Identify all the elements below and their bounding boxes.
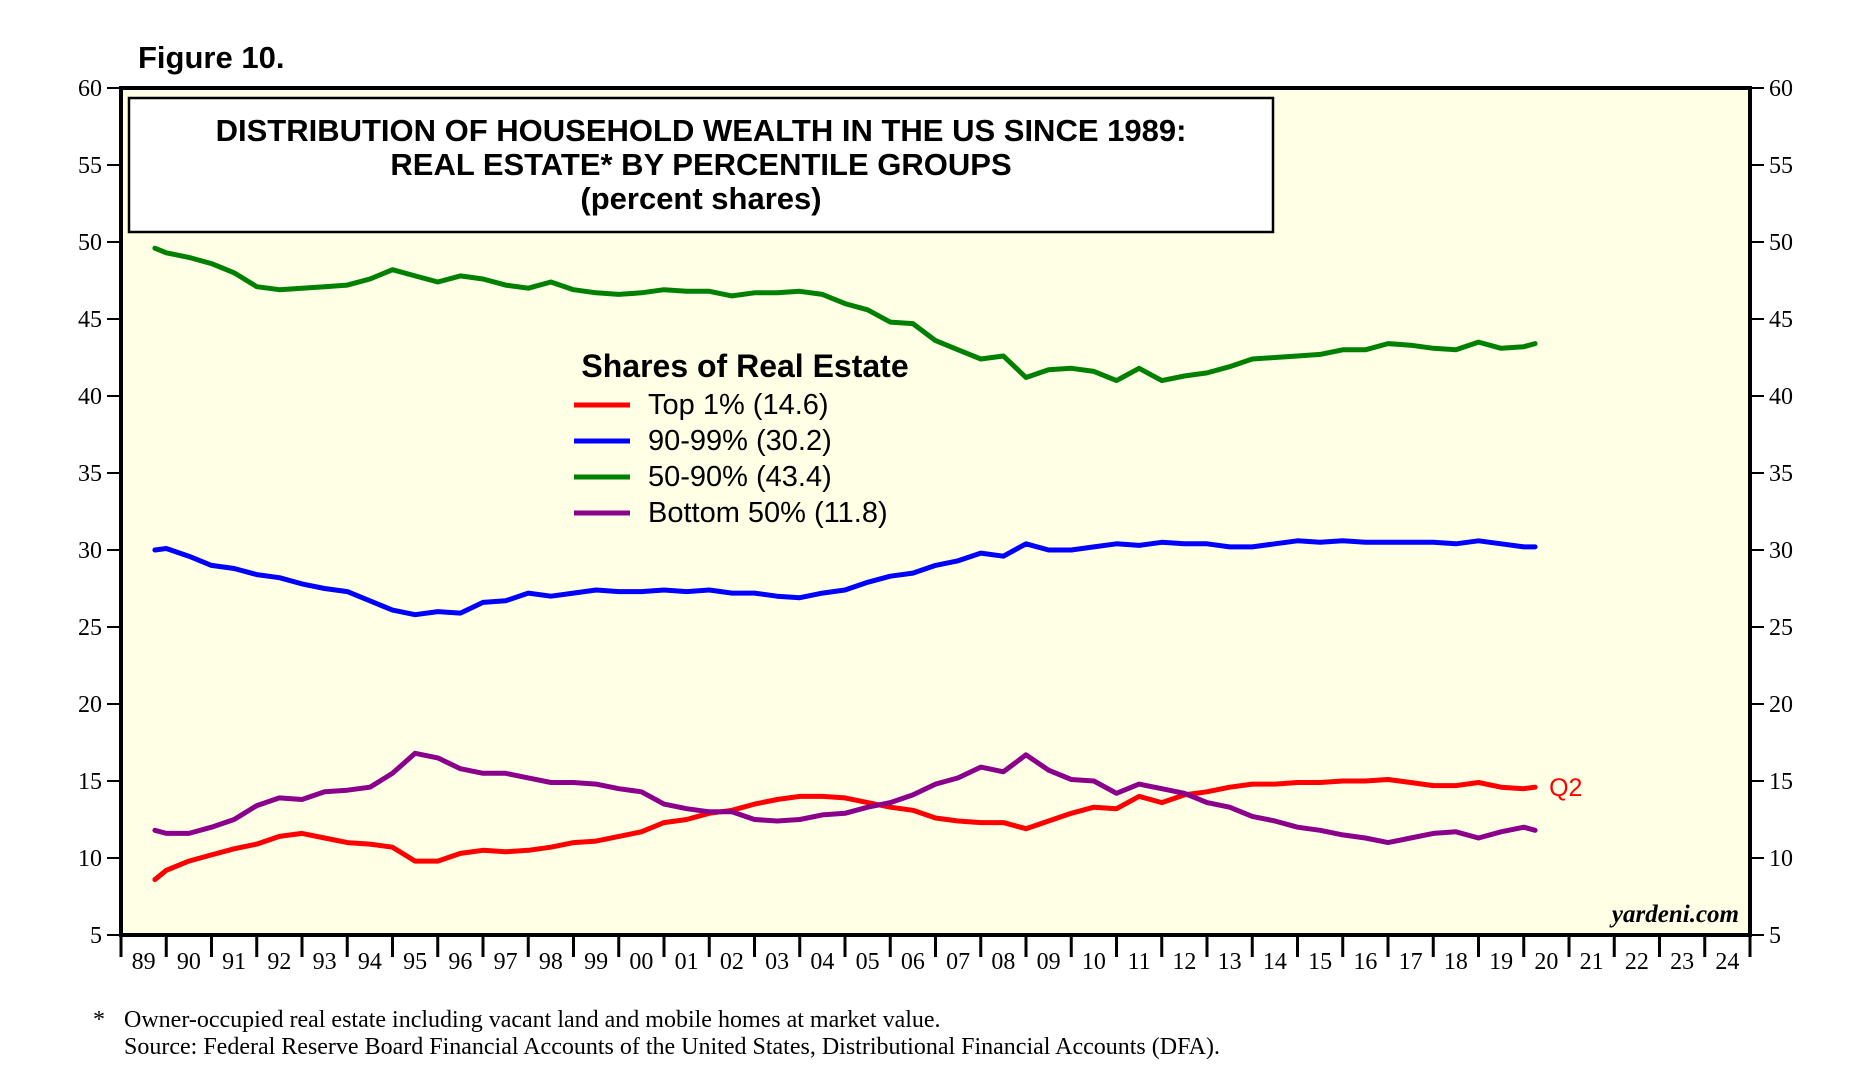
x-tick-label: 04 bbox=[810, 949, 834, 975]
x-tick-label: 20 bbox=[1534, 949, 1558, 975]
chart-title-line-2: REAL ESTATE* BY PERCENTILE GROUPS bbox=[390, 147, 1011, 182]
x-tick-label: 06 bbox=[901, 949, 925, 975]
x-tick-label: 05 bbox=[856, 949, 880, 975]
series-line-50-90 bbox=[152, 245, 1538, 384]
x-tick-label: 24 bbox=[1715, 949, 1739, 975]
series-group bbox=[152, 245, 1538, 883]
x-tick-label: 93 bbox=[313, 949, 337, 975]
y-tick-label-left: 35 bbox=[78, 461, 102, 487]
x-axis: 89 90 91 92 93 94 95 96 97 98 99 00 01 02 03 04 05 06 07 08… bbox=[119, 935, 1752, 975]
y-tick-label-left: 5 bbox=[90, 923, 102, 949]
x-tick-label: 22 bbox=[1625, 949, 1649, 975]
series-line-90-99 bbox=[152, 538, 1538, 618]
x-tick-label: 08 bbox=[991, 949, 1015, 975]
y-tick-label-right: 20 bbox=[1769, 692, 1793, 718]
x-tick-label: 23 bbox=[1670, 949, 1694, 975]
x-tick-label: 18 bbox=[1444, 949, 1468, 975]
y-tick-label-left: 20 bbox=[78, 692, 102, 718]
chart-title-line-3: (percent shares) bbox=[580, 181, 821, 216]
x-tick-label: 13 bbox=[1218, 949, 1242, 975]
y-tick-label-right: 35 bbox=[1769, 461, 1793, 487]
figure-label: Figure 10. bbox=[138, 40, 284, 75]
legend-title: Shares of Real Estate bbox=[581, 348, 908, 384]
y-tick-label-left: 50 bbox=[78, 230, 102, 256]
legend-label-bottom-50: Bottom 50% (11.8) bbox=[648, 497, 888, 529]
x-tick-label: 92 bbox=[267, 949, 291, 975]
y-axis-left: 5 10 15 20 25 30 35 40 45 50 55 60 bbox=[78, 76, 121, 949]
y-tick-label-left: 55 bbox=[78, 153, 102, 179]
x-tick-label: 91 bbox=[222, 949, 246, 975]
x-tick-label: 15 bbox=[1308, 949, 1332, 975]
x-tick-label: 09 bbox=[1037, 949, 1061, 975]
legend-label-top-1: Top 1% (14.6) bbox=[648, 389, 829, 421]
title-box bbox=[127, 96, 1275, 234]
y-tick-label-right: 25 bbox=[1769, 615, 1793, 641]
y-tick-label-right: 40 bbox=[1769, 384, 1793, 410]
y-tick-label-left: 15 bbox=[78, 769, 102, 795]
x-tick-label: 12 bbox=[1172, 949, 1196, 975]
y-tick-label-left: 30 bbox=[78, 538, 102, 564]
y-axis-right: 5 10 15 20 25 30 35 40 45 50 55 60 bbox=[1750, 76, 1793, 949]
y-tick-label-left: 25 bbox=[78, 615, 102, 641]
legend-label-50-90: 50-90% (43.4) bbox=[648, 461, 832, 493]
x-tick-label: 02 bbox=[720, 949, 744, 975]
brand-watermark: yardeni.com bbox=[1609, 901, 1739, 928]
x-tick-label: 94 bbox=[358, 949, 382, 975]
y-tick-label-left: 10 bbox=[78, 846, 102, 872]
footnote-source: Source: Federal Reserve Board Financial … bbox=[124, 1034, 1220, 1060]
x-tick-label: 19 bbox=[1489, 949, 1513, 975]
x-tick-label: 95 bbox=[403, 949, 427, 975]
y-tick-label-right: 10 bbox=[1769, 846, 1793, 872]
footnote-line-1: Owner-occupied real estate including vac… bbox=[124, 1007, 941, 1033]
y-tick-label-right: 55 bbox=[1769, 153, 1793, 179]
x-tick-label: 99 bbox=[584, 949, 608, 975]
x-tick-label: 89 bbox=[132, 949, 156, 975]
series-line-top-1 bbox=[152, 777, 1538, 883]
x-tick-label: 98 bbox=[539, 949, 563, 975]
x-tick-label: 07 bbox=[946, 949, 970, 975]
legend: Shares of Real Estate Top 1% (14.6) 90-9… bbox=[574, 348, 909, 529]
y-tick-label-right: 45 bbox=[1769, 307, 1793, 333]
x-tick-label: 21 bbox=[1580, 949, 1604, 975]
x-tick-label: 90 bbox=[177, 949, 201, 975]
x-tick-label: 14 bbox=[1263, 949, 1287, 975]
y-tick-label-right: 15 bbox=[1769, 769, 1793, 795]
y-tick-label-right: 30 bbox=[1769, 538, 1793, 564]
y-tick-label-left: 60 bbox=[78, 76, 102, 102]
x-tick-label: 00 bbox=[629, 949, 653, 975]
y-tick-label-right: 50 bbox=[1769, 230, 1793, 256]
y-tick-label-left: 40 bbox=[78, 384, 102, 410]
x-tick-label: 96 bbox=[448, 949, 472, 975]
y-tick-label-left: 45 bbox=[78, 307, 102, 333]
y-tick-label-right: 5 bbox=[1769, 923, 1781, 949]
chart-title-line-1: DISTRIBUTION OF HOUSEHOLD WEALTH IN THE … bbox=[216, 113, 1187, 148]
legend-label-90-99: 90-99% (30.2) bbox=[648, 425, 832, 457]
y-tick-label-right: 60 bbox=[1769, 76, 1793, 102]
x-tick-label: 16 bbox=[1353, 949, 1377, 975]
q2-annotation: Q2 bbox=[1549, 774, 1582, 802]
series-line-bottom-50 bbox=[152, 750, 1538, 846]
x-tick-label: 03 bbox=[765, 949, 789, 975]
footnote-star: * bbox=[93, 1007, 105, 1033]
x-tick-label: 97 bbox=[494, 949, 518, 975]
x-tick-label: 17 bbox=[1399, 949, 1423, 975]
x-tick-label: 10 bbox=[1082, 949, 1106, 975]
x-tick-label: 11 bbox=[1128, 949, 1151, 975]
x-tick-label: 01 bbox=[675, 949, 699, 975]
